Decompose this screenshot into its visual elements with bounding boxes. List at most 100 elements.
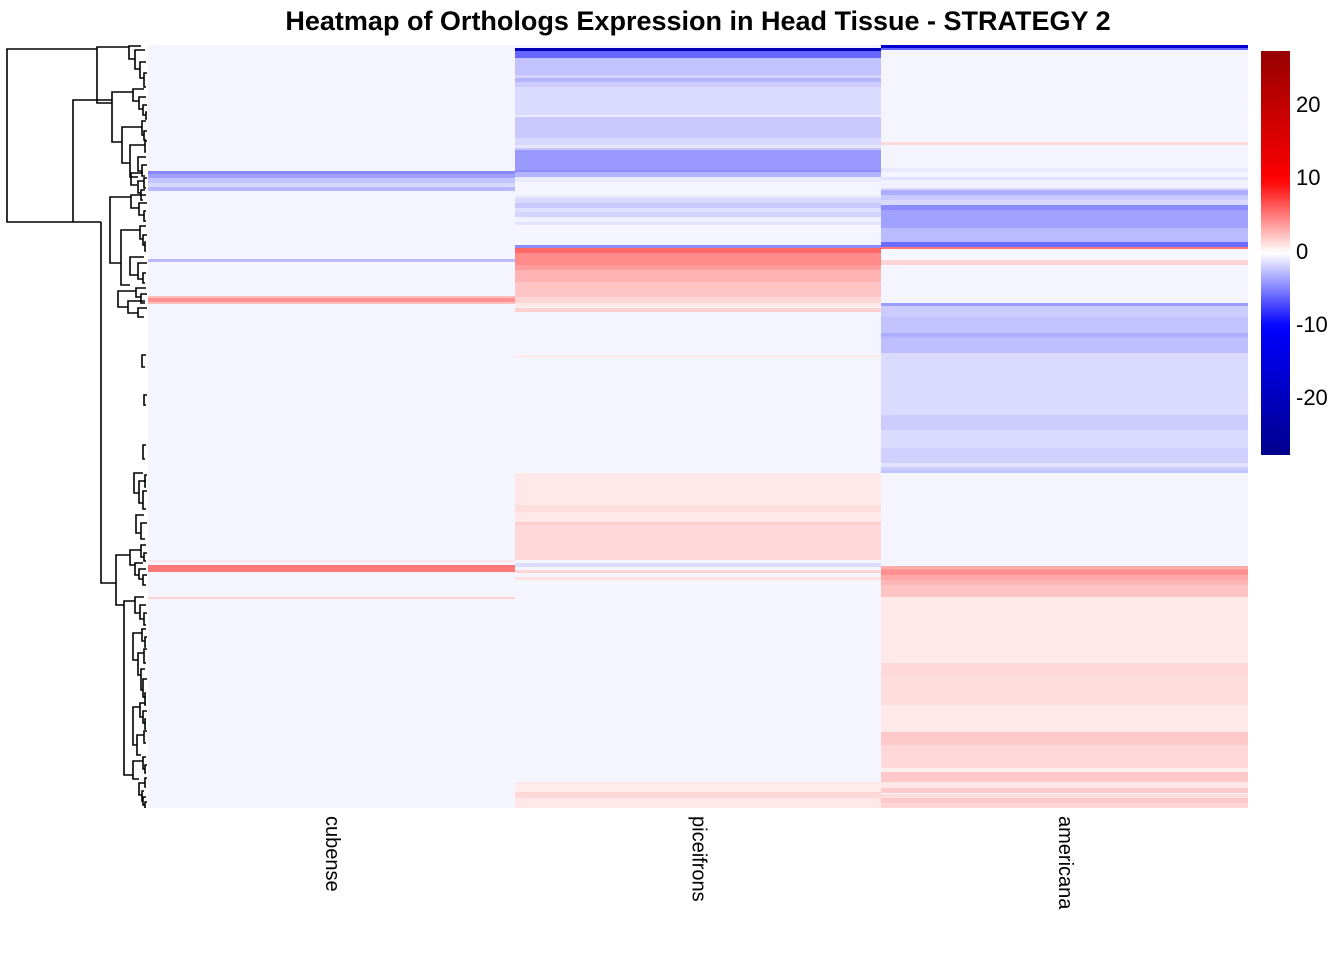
heatmap-band — [881, 798, 1249, 803]
heatmap-band — [881, 663, 1249, 676]
heatmap-band — [514, 197, 882, 203]
heatmap-band — [514, 208, 882, 213]
heatmap-band — [514, 357, 882, 474]
heatmap-band — [514, 144, 882, 148]
dendrogram-branch — [145, 637, 147, 647]
heatmap-band — [514, 45, 882, 49]
legend-tick-label: -20 — [1296, 385, 1328, 411]
heatmap-band — [148, 173, 515, 178]
heatmap-band — [881, 167, 1249, 172]
column-label-piceifrons: piceifrons — [687, 816, 710, 902]
heatmap-band — [514, 524, 882, 561]
heatmap-band — [514, 222, 882, 226]
dendrogram-branch — [7, 49, 101, 222]
heatmap-band — [881, 473, 1249, 567]
dendrogram-branch — [73, 100, 112, 222]
heatmap-band — [881, 332, 1249, 336]
dendrogram-branch — [116, 555, 130, 605]
heatmap-band — [514, 253, 882, 265]
heatmap-band — [881, 596, 1249, 664]
heatmap-band — [881, 141, 1249, 145]
dendrogram-branch — [135, 50, 145, 69]
heatmap-band — [514, 791, 882, 799]
heatmap-band — [148, 186, 515, 191]
dendrogram-branch — [133, 761, 143, 779]
dendrogram-branch — [140, 62, 146, 78]
dendrogram-branch — [134, 473, 143, 493]
heatmap-band — [514, 302, 882, 307]
heatmap-band — [148, 177, 515, 184]
heatmap-column-americana — [881, 45, 1249, 808]
dendrogram-branch — [140, 703, 145, 717]
legend-tick-label: -10 — [1296, 311, 1328, 337]
heatmap-band — [514, 296, 882, 303]
dendrogram-branch — [112, 92, 133, 142]
heatmap-band — [514, 57, 882, 75]
column-label-cubense: cubense — [320, 816, 343, 892]
heatmap-band — [881, 571, 1249, 576]
heatmap-band — [881, 447, 1249, 464]
dendrogram-branch — [122, 127, 142, 163]
heatmap-band — [148, 296, 515, 299]
heatmap-band — [514, 86, 882, 116]
dendrogram-branch — [143, 575, 147, 585]
dendrogram-branch — [137, 735, 144, 755]
dendrogram-branch — [141, 523, 147, 539]
dendrogram-branch — [138, 181, 144, 193]
dendrogram-branch — [141, 669, 145, 690]
heatmap-band — [514, 115, 882, 117]
heatmap-band — [514, 798, 882, 808]
dendrogram-branch — [138, 263, 147, 279]
heatmap-band — [514, 247, 882, 254]
heatmap-band — [148, 302, 515, 305]
dendrogram-branch — [124, 601, 135, 775]
dendrogram-branch — [145, 765, 147, 773]
heatmap-band — [881, 469, 1249, 474]
heatmap-band — [514, 306, 882, 309]
dendrogram-branch — [135, 597, 144, 613]
heatmap-band — [514, 282, 882, 297]
heatmap-band — [881, 195, 1249, 200]
dendrogram-branch — [145, 719, 146, 729]
heatmap-band — [881, 305, 1249, 318]
dendrogram-branch — [131, 195, 146, 208]
heatmap-band — [881, 569, 1249, 572]
heatmap-band — [148, 261, 515, 297]
dendrogram-branch — [143, 491, 147, 509]
dendrogram-branch — [138, 653, 144, 675]
dendrogram-branch — [133, 707, 140, 745]
heatmap-band — [881, 768, 1249, 773]
heatmap-band — [514, 572, 882, 577]
heatmap-band — [881, 802, 1249, 808]
dendrogram-branch — [135, 563, 143, 575]
dendrogram-branch — [136, 288, 146, 297]
chart-title: Heatmap of Orthologs Expression in Head … — [285, 6, 1111, 36]
heatmap-band — [881, 335, 1249, 338]
heatmap-band — [514, 511, 882, 522]
heatmap-band — [881, 793, 1249, 799]
dendrogram-branch — [143, 445, 146, 459]
heatmap-band — [514, 170, 882, 172]
dendrogram-branch — [138, 308, 147, 317]
dendrogram-branch — [142, 355, 146, 367]
heatmap-band — [514, 505, 882, 512]
dendrogram-branch — [144, 553, 147, 561]
dendrogram-branch — [142, 629, 146, 641]
dendrogram-branch — [139, 203, 147, 215]
dendrogram-branch — [130, 257, 144, 275]
dendrogram-branch — [145, 778, 147, 787]
dendrogram-branch — [136, 515, 144, 533]
dendrogram-branch — [139, 783, 145, 795]
heatmap-band — [881, 675, 1249, 705]
heatmap-band — [514, 150, 882, 171]
dendrogram-branch — [110, 197, 131, 263]
heatmap-band — [881, 205, 1249, 210]
heatmap-band — [514, 195, 882, 198]
dendrogram-branch — [145, 141, 147, 152]
dendrogram-branch — [118, 291, 136, 307]
heatmap-band — [514, 148, 882, 151]
heatmap-band — [881, 48, 1249, 51]
heatmap-band — [514, 116, 882, 139]
heatmap-band — [514, 176, 882, 183]
heatmap-band — [514, 308, 882, 313]
